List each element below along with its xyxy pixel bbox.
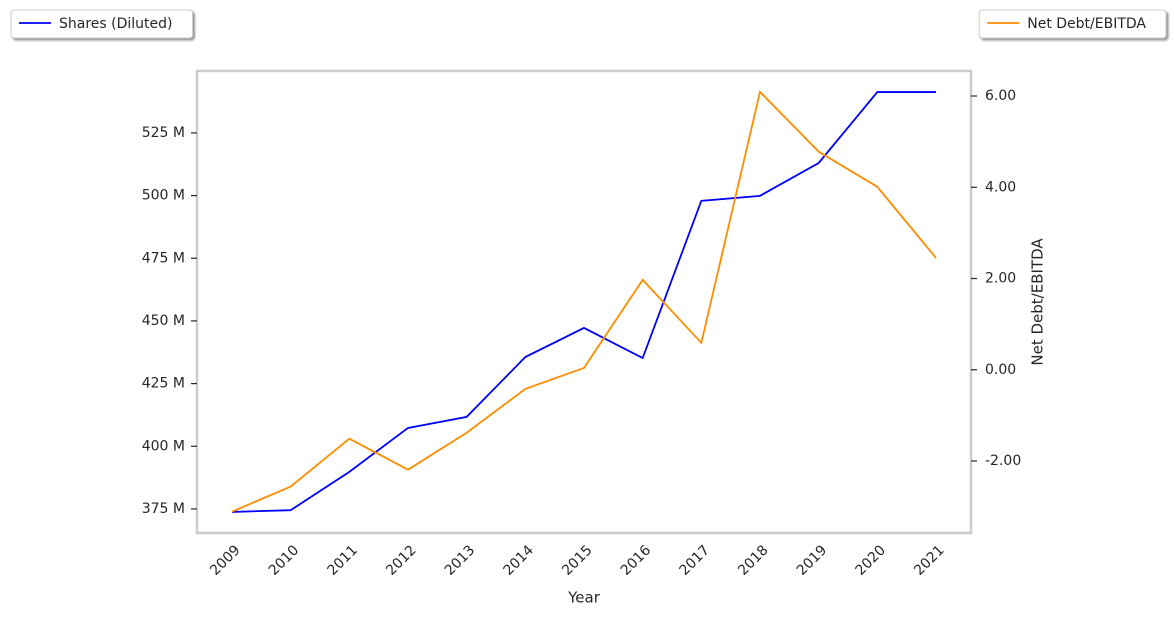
y-tick-label: 475 M: [142, 250, 185, 266]
x-tick-label: 2020: [852, 542, 889, 579]
y2-tick-label: 4.00: [985, 179, 1016, 195]
x-tick-label: 2015: [559, 542, 596, 579]
x-axis-label: Year: [567, 589, 601, 607]
y2-tick-label: 6.00: [985, 88, 1016, 104]
x-tick-label: 2011: [324, 542, 361, 579]
legend-label: Shares (Diluted): [59, 16, 173, 32]
y2-tick-label: -2.00: [985, 453, 1021, 469]
x-tick-label: 2019: [794, 542, 831, 579]
y-tick-label: 375 M: [142, 501, 185, 517]
y-tick-label: 425 M: [142, 376, 185, 392]
legend-label: Net Debt/EBITDA: [1027, 16, 1146, 32]
x-tick-label: 2014: [500, 542, 537, 579]
y2-tick-label: 0.00: [985, 362, 1016, 378]
x-tick-label: 2013: [442, 542, 479, 579]
y2-axis-label: Net Debt/EBITDA: [1029, 238, 1047, 366]
legend: Shares (Diluted): [10, 9, 193, 39]
x-tick-label: 2021: [911, 542, 948, 579]
x-tick-label: 2016: [618, 542, 655, 579]
plot-frame: [195, 69, 973, 535]
y-tick-label: 400 M: [142, 438, 185, 454]
y-tick-label: 525 M: [142, 125, 185, 141]
x-tick-label: 2010: [266, 542, 303, 579]
x-tick-label: 2009: [207, 542, 244, 579]
legend-box: [10, 9, 193, 39]
legend-box: [978, 9, 1167, 39]
x-tick-label: 2018: [735, 542, 772, 579]
y-tick-label: 450 M: [142, 313, 185, 329]
series-line: [231, 91, 936, 513]
series-line: [231, 90, 937, 513]
y-tick-label: 500 M: [142, 188, 185, 204]
y2-tick-label: 2.00: [985, 271, 1016, 287]
x-tick-label: 2017: [676, 542, 713, 579]
legend: Net Debt/EBITDA: [978, 9, 1167, 39]
x-tick-label: 2012: [383, 542, 420, 579]
